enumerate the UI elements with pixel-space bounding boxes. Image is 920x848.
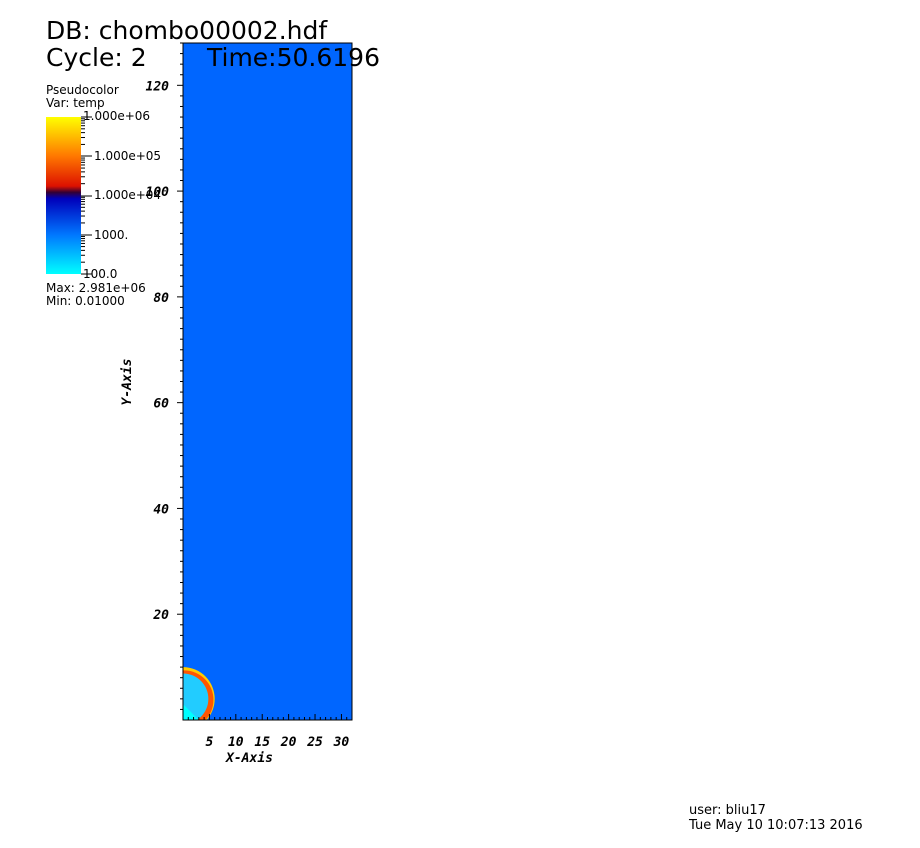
y-axis-label: Y-Axis [120, 359, 135, 406]
x-tick-label: 5 [205, 735, 213, 750]
axes: 5 10 15 20 25 30 20 40 60 80 100 120 X-Axis Y-Axis [120, 42, 353, 766]
y-tick-label: 120 [146, 79, 170, 94]
colorbar-tick-label-1e3: 1000. [94, 228, 129, 242]
cold-wedge [183, 704, 199, 720]
y-tick-label: 100 [146, 185, 170, 200]
colorbar [46, 117, 81, 274]
colorbar-tick-label-1e5: 1.000e+05 [94, 149, 162, 163]
x-tick-label: 15 [254, 735, 270, 750]
x-tick-label: 20 [280, 735, 297, 750]
x-tick-label: 10 [228, 735, 244, 750]
y-tick-label: 80 [153, 291, 169, 306]
user-label: user: bliu17 [689, 803, 766, 818]
colorbar-tick-label-1e6: 1.000e+06 [83, 109, 151, 123]
temperature-field [183, 43, 352, 720]
y-tick-label: 40 [153, 502, 169, 517]
legend-min: Min: 0.01000 [46, 294, 125, 308]
date-label: Tue May 10 10:07:13 2016 [689, 818, 863, 833]
field-features [183, 667, 215, 720]
db-title: DB: chombo00002.hdf [46, 16, 328, 45]
colorbar-tick-label-1e2: 100.0 [83, 267, 118, 281]
x-tick-label: 30 [333, 735, 350, 750]
colorbar-ticks [81, 116, 92, 275]
cycle-label: Cycle: 2 [46, 43, 147, 72]
y-tick-label: 20 [152, 608, 169, 623]
colorbar-tick-label-1e4: 1.000e+04 [94, 188, 162, 202]
legend-max: Max: 2.981e+06 [46, 281, 146, 295]
legend-plot-type: Pseudocolor [46, 83, 119, 97]
legend-variable: Var: temp [46, 96, 105, 110]
time-label: Time:50.6196 [207, 43, 380, 72]
hot-interior [183, 673, 209, 720]
x-axis-label: X-Axis [225, 751, 273, 766]
x-tick-label: 25 [306, 735, 323, 750]
y-tick-label: 60 [153, 397, 169, 412]
